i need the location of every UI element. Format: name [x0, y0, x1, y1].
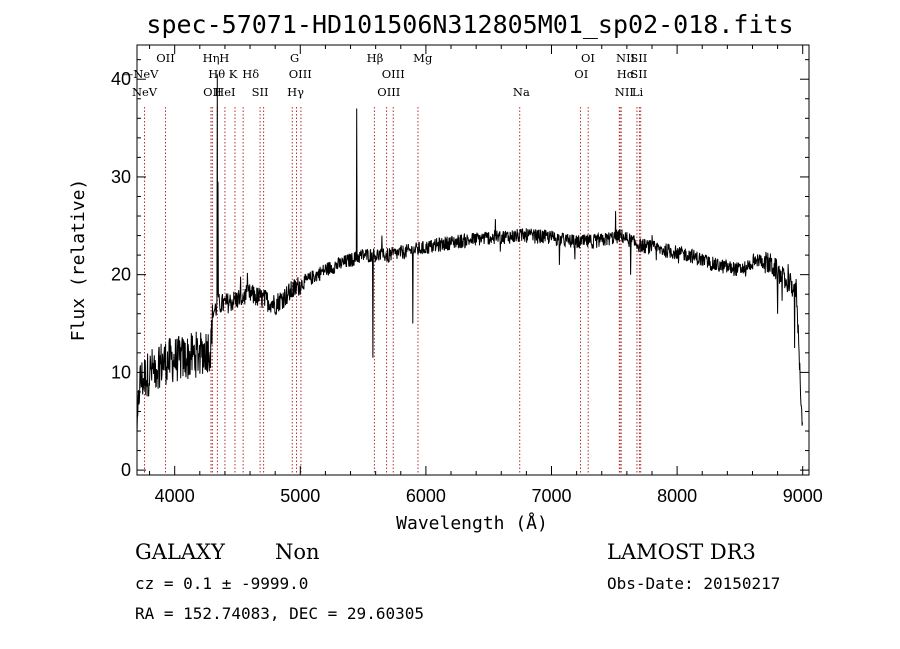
y-tick-label: 20 — [111, 265, 131, 285]
spectral-line-label: K — [229, 67, 238, 81]
spectral-line-label: G — [290, 51, 299, 65]
x-tick-label: 9000 — [783, 486, 823, 506]
spectral-line-label: Hη — [203, 51, 220, 65]
y-tick-label: 10 — [111, 362, 131, 382]
spectral-line-label: H — [219, 51, 229, 65]
object-subclass: Non — [275, 540, 320, 564]
y-axis-label: Flux (relative) — [68, 179, 89, 342]
y-tick-label: 40 — [111, 69, 131, 89]
spectral-line-label: NeV — [132, 85, 158, 99]
x-tick-label: 8000 — [657, 486, 697, 506]
y-axis: 0 10 20 30 40 — [111, 59, 809, 480]
spectral-line-label: NII — [615, 85, 634, 99]
spectral-line-label: Li — [632, 85, 644, 99]
spectral-line-label: NII — [616, 51, 635, 65]
x-tick-label: 6000 — [406, 486, 446, 506]
spectral-line-label: SII — [252, 85, 269, 99]
spectral-line-label: Hα — [617, 67, 635, 81]
obs-date: Obs-Date: 20150217 — [607, 574, 780, 593]
spectral-line-label: OIII — [289, 67, 312, 81]
y-tick-label: 0 — [121, 460, 131, 480]
line-markers — [144, 107, 642, 475]
spectral-line-label: OI — [581, 51, 595, 65]
x-tick-label: 7000 — [531, 486, 571, 506]
x-axis-label: Wavelength (Å) — [396, 512, 548, 534]
x-tick-label: 5000 — [280, 486, 320, 506]
spectral-line-label: Na — [513, 85, 530, 99]
redshift-text: cz = 0.1 ± -9999.0 — [135, 574, 308, 593]
spectral-line-label: —NeV — [122, 67, 159, 81]
object-type: GALAXY — [135, 540, 226, 564]
spectral-line-label: OIII — [382, 67, 405, 81]
spectral-line-label: Hβ — [367, 51, 384, 65]
x-tick-label: 4000 — [155, 486, 195, 506]
x-axis: 4000 5000 6000 7000 8000 9000 — [149, 45, 823, 506]
survey-name: LAMOST DR3 — [607, 540, 756, 564]
spectral-line-label: Hθ — [208, 67, 225, 81]
spectral-line-label: OI — [574, 67, 588, 81]
chart-title: spec-57071-HD101506N312805M01_sp02-018.f… — [146, 10, 793, 39]
spectral-line-label: Hδ — [242, 67, 259, 81]
spectrum-trace — [136, 74, 803, 434]
spectral-line-label: HeI — [214, 85, 235, 99]
coordinates: RA = 152.74083, DEC = 29.60305 — [135, 604, 424, 623]
spectral-line-label: SII — [630, 67, 647, 81]
spectral-line-label: Hγ — [287, 85, 304, 99]
plot-frame — [136, 44, 810, 476]
spectral-line-label: SII — [630, 51, 647, 65]
spectral-line-label: Mg — [413, 51, 433, 65]
spectral-line-label: OII — [156, 51, 175, 65]
y-tick-label: 30 — [111, 167, 131, 187]
spectral-line-label: OIII — [377, 85, 400, 99]
